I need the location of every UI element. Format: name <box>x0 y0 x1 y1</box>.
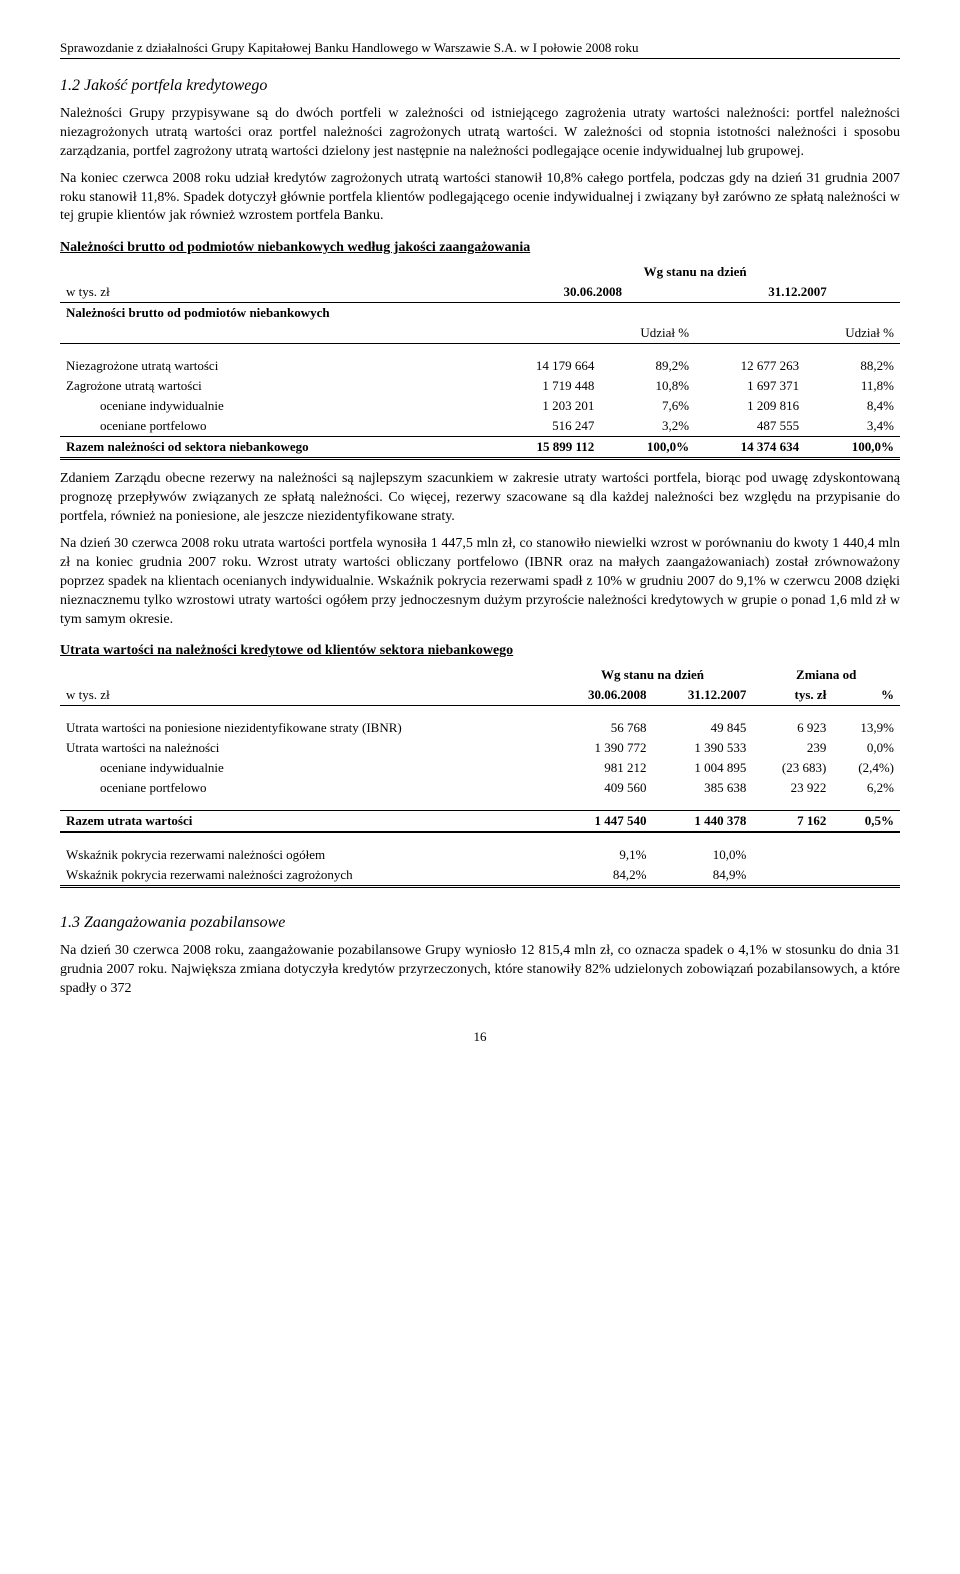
table1-col2: 31.12.2007 <box>695 282 900 303</box>
table1-subheader: Należności brutto od podmiotów niebankow… <box>60 303 490 324</box>
t2-r1-v2: 1 390 533 <box>653 738 753 758</box>
t1-total-v2: 14 374 634 <box>695 437 805 459</box>
table1-unit: w tys. zł <box>60 282 490 303</box>
t2-total-v1: 1 447 540 <box>553 811 653 833</box>
t2-ratio0-v2: 10,0% <box>653 845 753 865</box>
t2-r2-v4: (2,4%) <box>832 758 900 778</box>
table1-udzial2: Udział % <box>805 323 900 344</box>
t1-total-v1: 15 899 112 <box>490 437 600 459</box>
para-1-3: Na dzień 30 czerwca 2008 roku, zaangażow… <box>60 942 900 999</box>
t1-r3-label: oceniane portfelowo <box>60 416 490 437</box>
t2-c4: % <box>832 685 900 706</box>
t1-r1-v2: 1 697 371 <box>695 376 805 396</box>
t1-r2-label: oceniane indywidualnie <box>60 396 490 416</box>
t1-r1-v1: 1 719 448 <box>490 376 600 396</box>
t2-r2-v3: (23 683) <box>752 758 832 778</box>
t2-r2-v2: 1 004 895 <box>653 758 753 778</box>
t2-c3: tys. zł <box>752 685 832 706</box>
t1-r3-p2: 3,4% <box>805 416 900 437</box>
t1-total-p1: 100,0% <box>600 437 695 459</box>
t1-r0-v1: 14 179 664 <box>490 356 600 376</box>
t2-r0-v4: 13,9% <box>832 718 900 738</box>
table2-caption: Utrata wartości na należności kredytowe … <box>60 643 900 659</box>
t1-r2-v2: 1 209 816 <box>695 396 805 416</box>
t2-ratio0-v1: 9,1% <box>553 845 653 865</box>
t2-r0-v2: 49 845 <box>653 718 753 738</box>
t1-r1-p2: 11,8% <box>805 376 900 396</box>
t1-r0-p1: 89,2% <box>600 356 695 376</box>
t1-r0-label: Niezagrożone utratą wartości <box>60 356 490 376</box>
t2-sup2: Zmiana od <box>752 665 900 685</box>
t1-r0-v2: 12 677 263 <box>695 356 805 376</box>
t2-r0-label: Utrata wartości na poniesione niezidenty… <box>60 718 553 738</box>
page-number: 16 <box>60 1029 900 1045</box>
t2-r3-v1: 409 560 <box>553 778 653 798</box>
t2-total-v4: 0,5% <box>832 811 900 833</box>
table1-col1: 30.06.2008 <box>490 282 695 303</box>
t2-r2-label: oceniane indywidualnie <box>60 758 553 778</box>
t2-r3-v2: 385 638 <box>653 778 753 798</box>
t2-c1: 30.06.2008 <box>553 685 653 706</box>
mid-para-2: Na dzień 30 czerwca 2008 roku utrata war… <box>60 535 900 629</box>
t2-r3-v3: 23 922 <box>752 778 832 798</box>
t2-c2: 31.12.2007 <box>653 685 753 706</box>
t2-ratio1-v1: 84,2% <box>553 865 653 887</box>
t2-total-v3: 7 162 <box>752 811 832 833</box>
section-1-3-title: 1.3 Zaangażowania pozabilansowe <box>60 914 900 932</box>
t2-r2-v1: 981 212 <box>553 758 653 778</box>
table2: Wg stanu na dzień Zmiana od w tys. zł 30… <box>60 665 900 888</box>
t2-r1-label: Utrata wartości na należności <box>60 738 553 758</box>
t2-r1-v1: 1 390 772 <box>553 738 653 758</box>
t2-total-label: Razem utrata wartości <box>60 811 553 833</box>
t2-r1-v4: 0,0% <box>832 738 900 758</box>
page-header: Sprawozdanie z działalności Grupy Kapita… <box>60 40 900 59</box>
t2-r0-v1: 56 768 <box>553 718 653 738</box>
section-1-2-title: 1.2 Jakość portfela kredytowego <box>60 77 900 95</box>
mid-para-1: Zdaniem Zarządu obecne rezerwy na należn… <box>60 470 900 527</box>
t1-total-p2: 100,0% <box>805 437 900 459</box>
t2-ratio1-label: Wskaźnik pokrycia rezerwami należności z… <box>60 865 553 887</box>
t2-ratio0-label: Wskaźnik pokrycia rezerwami należności o… <box>60 845 553 865</box>
t2-total-v2: 1 440 378 <box>653 811 753 833</box>
t2-r1-v3: 239 <box>752 738 832 758</box>
t1-r3-v1: 516 247 <box>490 416 600 437</box>
table1-udzial1: Udział % <box>600 323 695 344</box>
t2-r0-v3: 6 923 <box>752 718 832 738</box>
t1-r2-v1: 1 203 201 <box>490 396 600 416</box>
t1-r3-p1: 3,2% <box>600 416 695 437</box>
para-1-2-2: Na koniec czerwca 2008 roku udział kredy… <box>60 170 900 227</box>
table1: Wg stanu na dzień w tys. zł 30.06.2008 3… <box>60 262 900 460</box>
t1-r0-p2: 88,2% <box>805 356 900 376</box>
table1-caption: Należności brutto od podmiotów niebankow… <box>60 240 900 256</box>
t1-r1-p1: 10,8% <box>600 376 695 396</box>
t1-r3-v2: 487 555 <box>695 416 805 437</box>
t2-ratio1-v2: 84,9% <box>653 865 753 887</box>
t2-sup1: Wg stanu na dzień <box>553 665 753 685</box>
t1-r2-p2: 8,4% <box>805 396 900 416</box>
t2-r3-v4: 6,2% <box>832 778 900 798</box>
para-1-2-1: Należności Grupy przypisywane są do dwóc… <box>60 105 900 162</box>
t1-total-label: Razem należności od sektora niebankowego <box>60 437 490 459</box>
table1-supheader: Wg stanu na dzień <box>490 262 900 282</box>
t1-r2-p1: 7,6% <box>600 396 695 416</box>
t2-r3-label: oceniane portfelowo <box>60 778 553 798</box>
t2-unit: w tys. zł <box>60 685 553 706</box>
t1-r1-label: Zagrożone utratą wartości <box>60 376 490 396</box>
